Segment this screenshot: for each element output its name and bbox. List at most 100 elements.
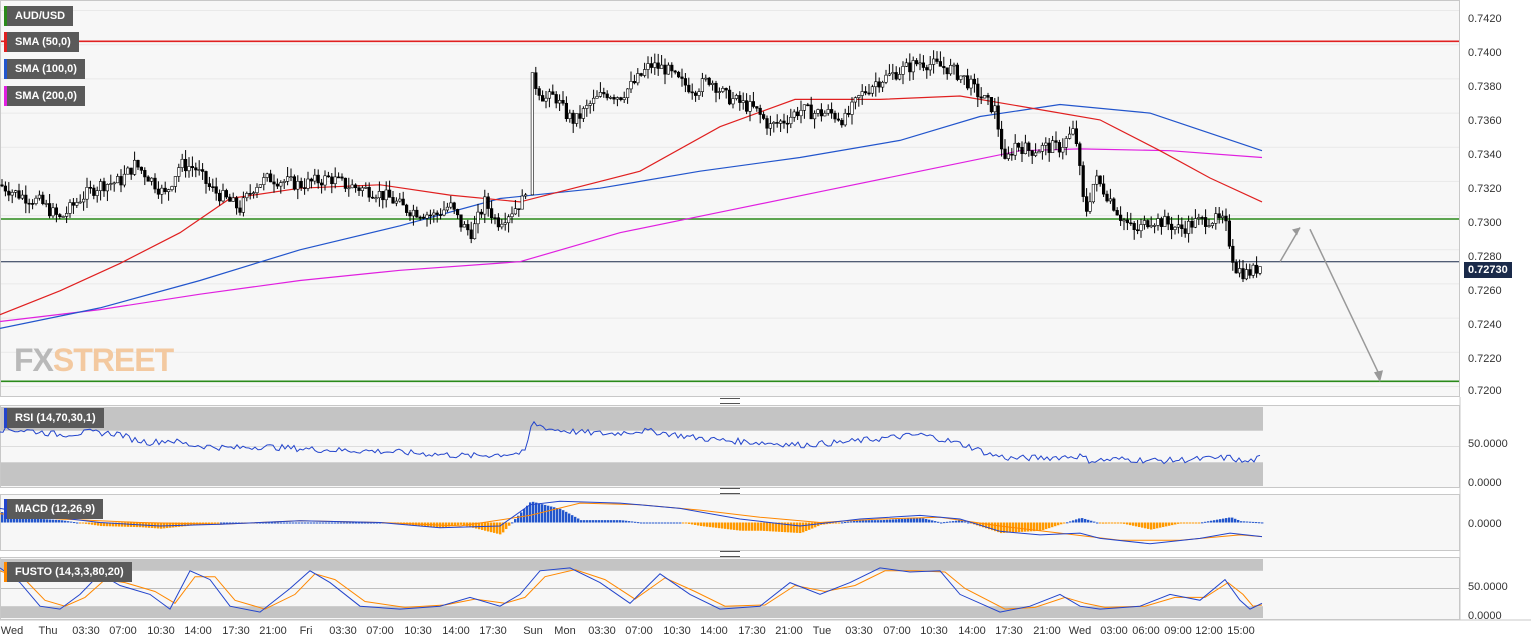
macd-histogram-bar: [82, 522, 85, 524]
pane-resize-handle[interactable]: [720, 488, 740, 494]
candle-body: [187, 166, 191, 172]
price-axis[interactable]: 0.7420 0.7400 0.7380 0.7360 0.7340 0.732…: [1460, 0, 1531, 397]
candle-body: [1142, 220, 1146, 225]
legend-fusto[interactable]: FUSTO (14,3,3,80,20): [4, 562, 132, 582]
macd-histogram-bar: [1156, 522, 1159, 529]
projection-arrow-down: [1309, 228, 1381, 377]
macd-histogram-bar: [1, 512, 4, 523]
legend-sma200[interactable]: SMA (200,0): [4, 86, 85, 106]
candle-body: [571, 112, 575, 124]
candle-body: [666, 64, 670, 75]
candle-body: [853, 97, 857, 103]
candle-body: [602, 91, 606, 95]
candle-body: [75, 202, 79, 206]
candle-body: [1071, 128, 1075, 135]
legend-sma100[interactable]: SMA (100,0): [4, 59, 85, 79]
candle-body: [41, 194, 45, 204]
candle-body: [782, 120, 786, 124]
legend-macd[interactable]: MACD (12,26,9): [4, 499, 104, 519]
macd-histogram-bar: [88, 522, 91, 525]
macd-histogram-bar: [127, 522, 130, 527]
candle-body: [1102, 183, 1106, 195]
macd-histogram-bar: [940, 522, 943, 524]
macd-histogram-bar: [1228, 517, 1231, 523]
candle-body: [438, 214, 443, 216]
macd-histogram-bar: [943, 522, 946, 524]
macd-histogram-bar: [715, 522, 718, 528]
candle-body: [201, 169, 205, 172]
macd-histogram-bar: [1189, 522, 1192, 524]
macd-histogram-bar: [1243, 521, 1246, 523]
macd-histogram-bar: [586, 520, 589, 523]
macd-histogram-bar: [1240, 521, 1243, 523]
macd-histogram-bar: [928, 519, 931, 523]
candle-body: [809, 104, 813, 120]
legend-rsi[interactable]: RSI (14,70,30,1): [4, 408, 104, 428]
macd-histogram-bar: [313, 522, 316, 524]
macd-histogram-bar: [178, 522, 181, 527]
macd-histogram-bar: [787, 522, 790, 533]
macd-histogram-bar: [454, 522, 457, 526]
macd-histogram-bar: [1078, 518, 1081, 523]
candle-body: [496, 217, 501, 228]
candle-body: [608, 97, 613, 99]
macd-histogram-bar: [1021, 522, 1024, 532]
macd-histogram-bar: [988, 522, 991, 530]
macd-histogram-bar: [868, 520, 871, 523]
candle-body: [615, 97, 619, 100]
candle-body: [391, 197, 395, 204]
candle-body: [82, 198, 86, 203]
macd-histogram-bar: [832, 522, 835, 524]
candle-body: [401, 198, 405, 206]
price-tick: 0.7400: [1468, 47, 1502, 59]
macd-histogram-bar: [529, 502, 532, 523]
time-tick: Sun: [523, 625, 543, 637]
candle-body: [816, 109, 820, 114]
pane-resize-handle[interactable]: [720, 551, 740, 557]
macd-histogram-bar: [352, 522, 355, 524]
macd-line: [0, 500, 1263, 545]
fusto-d-line: [0, 569, 1263, 610]
rsi-oversold-zone: [1, 462, 1263, 486]
candle-body: [224, 190, 229, 198]
candle-body: [109, 183, 113, 185]
macd-histogram-bar: [877, 520, 880, 523]
legend-sma50[interactable]: SMA (50,0): [4, 32, 79, 52]
candle-body: [350, 184, 354, 189]
candle-body: [425, 214, 429, 219]
candle-body: [493, 217, 497, 220]
macd-histogram-bar: [697, 522, 700, 526]
macd-histogram-bar: [1135, 522, 1138, 527]
candle-body: [37, 194, 41, 199]
candle-body: [126, 167, 130, 175]
macd-histogram-bar: [1105, 522, 1108, 524]
candle-body: [47, 203, 52, 217]
candle-body: [734, 95, 738, 99]
candle-body: [799, 109, 803, 117]
macd-histogram-bar: [1015, 522, 1018, 533]
macd-histogram-bar: [364, 522, 367, 524]
macd-histogram-bar: [967, 522, 970, 524]
macd-histogram-bar: [1219, 519, 1222, 523]
macd-histogram-bar: [451, 522, 454, 527]
legend-pair[interactable]: AUD/USD: [4, 6, 74, 26]
candle-body: [874, 81, 878, 88]
macd-histogram-bar: [214, 522, 217, 524]
pane-resize-handle[interactable]: [720, 398, 740, 404]
candle-body: [180, 158, 184, 168]
candle-body: [139, 166, 144, 171]
candle-body: [1085, 196, 1089, 212]
candle-body: [268, 173, 273, 183]
macd-histogram-bar: [1210, 520, 1213, 523]
macd-histogram-bar: [862, 520, 865, 523]
candle-body: [510, 213, 514, 218]
candle-body: [44, 203, 48, 205]
macd-histogram-bar: [67, 521, 70, 523]
macd-histogram-bar: [376, 522, 379, 524]
candle-body: [442, 209, 446, 216]
macd-histogram-bar: [331, 522, 334, 524]
macd-histogram-bar: [205, 522, 208, 525]
arrowhead-down: [1374, 370, 1383, 383]
macd-histogram-bar: [769, 522, 772, 532]
candle-body: [218, 192, 222, 202]
